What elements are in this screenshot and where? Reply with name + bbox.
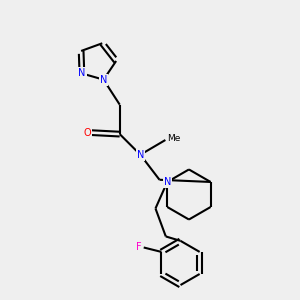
Text: N: N <box>164 177 171 187</box>
Text: N: N <box>137 150 144 160</box>
Text: N: N <box>100 75 107 85</box>
Text: O: O <box>83 128 91 138</box>
Text: Me: Me <box>167 134 181 143</box>
Text: F: F <box>136 242 142 253</box>
Text: N: N <box>78 68 85 78</box>
